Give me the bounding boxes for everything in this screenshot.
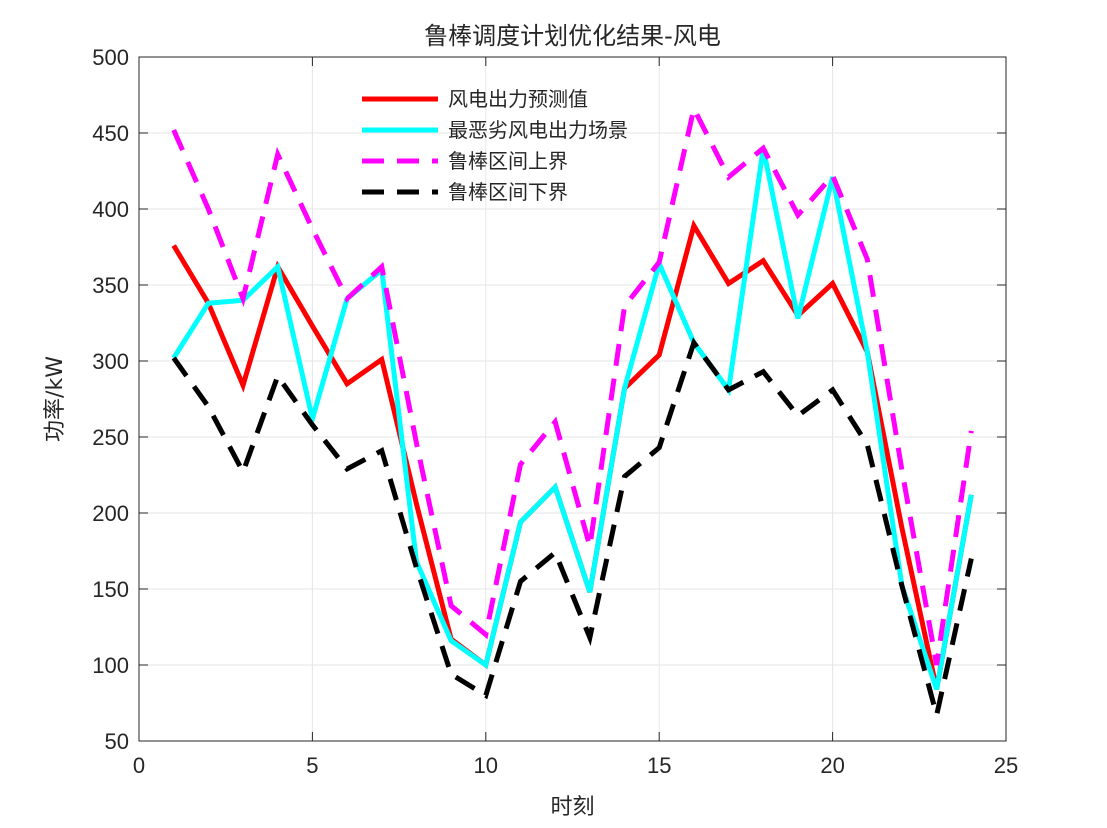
x-tick-label: 10 xyxy=(474,753,498,778)
y-tick-label: 300 xyxy=(92,349,129,374)
x-axis-label: 时刻 xyxy=(550,795,594,820)
y-tick-label: 100 xyxy=(92,653,129,678)
y-tick-label: 350 xyxy=(92,273,129,298)
x-tick-label: 5 xyxy=(306,753,318,778)
series-line-4 xyxy=(171,337,974,716)
y-tick-label: 50 xyxy=(105,729,129,754)
y-tick-label: 200 xyxy=(92,501,129,526)
x-tick-label: 25 xyxy=(994,753,1018,778)
y-tick-label: 400 xyxy=(92,197,129,222)
y-tick-label: 500 xyxy=(92,45,129,70)
y-tick-label: 450 xyxy=(92,121,129,146)
legend-label-1: 风电出力预测值 xyxy=(448,87,588,111)
x-tick-label: 15 xyxy=(647,753,671,778)
x-tick-label: 0 xyxy=(133,753,145,778)
axes xyxy=(138,56,1007,742)
grid xyxy=(138,56,1007,742)
legend-label-3: 鲁棒区间上界 xyxy=(448,149,568,173)
x-tick-label: 20 xyxy=(820,753,844,778)
legend-label-2: 最恶劣风电出力场景 xyxy=(448,118,628,142)
y-tick-label: 150 xyxy=(92,577,129,602)
series-layer xyxy=(171,101,974,716)
y-tick-label: 250 xyxy=(92,425,129,450)
legend-label-4: 鲁棒区间下界 xyxy=(448,180,568,204)
series-line-3 xyxy=(171,101,974,666)
ticks: 0 5 10 15 20 25 50 100 150 200 250 300 350 400 450 500 xyxy=(92,45,1018,778)
plot-box xyxy=(138,56,1007,742)
y-axis-label: 功率/kW xyxy=(43,356,68,442)
chart-title: 鲁棒调度计划优化结果-风电 xyxy=(424,22,721,50)
series-line-2 xyxy=(171,147,974,691)
